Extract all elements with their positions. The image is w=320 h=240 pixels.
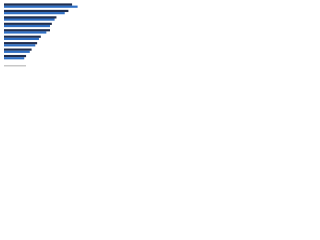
bar	[4, 22, 52, 25]
bar	[4, 5, 78, 8]
bar	[4, 44, 36, 47]
bar	[4, 9, 69, 13]
chart	[4, 3, 78, 67]
bar	[4, 35, 41, 38]
bar	[4, 50, 30, 53]
bar	[4, 24, 50, 28]
bar	[4, 3, 73, 6]
source-note	[4, 65, 26, 67]
bar	[4, 12, 65, 15]
bar	[4, 42, 38, 45]
bar	[4, 37, 39, 41]
bar	[4, 31, 47, 34]
bar	[4, 18, 55, 21]
bar	[4, 54, 27, 58]
bar	[4, 29, 50, 32]
page: {"chart_data": {"type": "bar", "orientat…	[0, 0, 320, 71]
bar	[4, 57, 25, 60]
bar	[4, 48, 32, 51]
bar	[4, 16, 57, 19]
